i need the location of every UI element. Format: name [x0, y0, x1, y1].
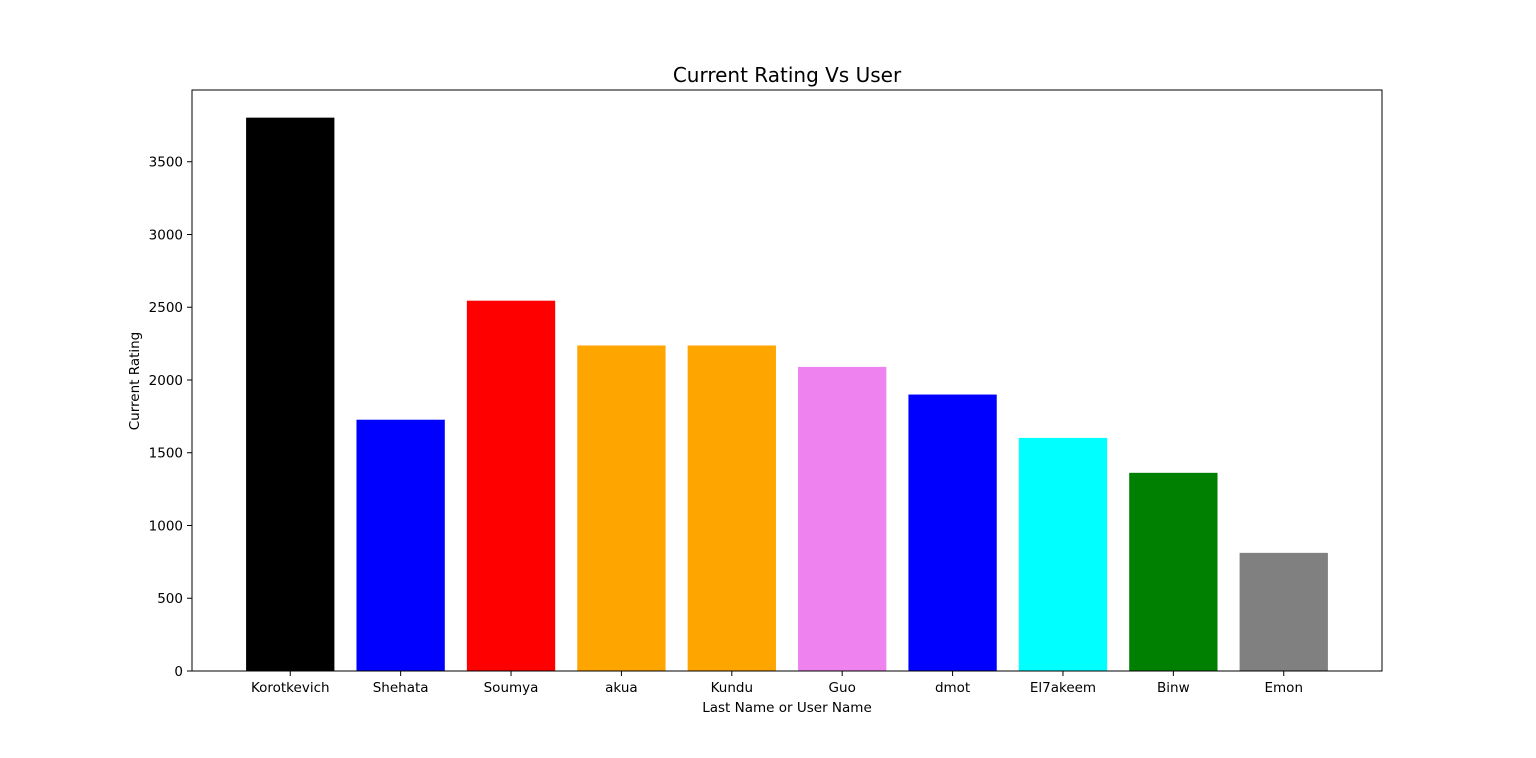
y-axis-label: Current Rating [127, 332, 143, 431]
y-tick-label: 500 [157, 591, 183, 607]
x-tick-label: Shehata [373, 680, 429, 696]
chart-title: Current Rating Vs User [673, 63, 902, 87]
bar-kundu [687, 345, 776, 671]
bar-el7akeem [1018, 437, 1108, 671]
x-tick-label: Guo [829, 680, 856, 696]
bar-emon [1239, 552, 1328, 671]
bar-binw [1129, 472, 1218, 671]
y-tick-label: 3500 [149, 155, 183, 171]
x-tick-label: Korotkevich [251, 680, 330, 696]
y-tick-label: 1500 [149, 446, 183, 462]
bar-shehata [356, 419, 445, 671]
x-tick-label: Binw [1157, 680, 1190, 696]
bar-korotkevich [246, 117, 335, 672]
bars-group [246, 117, 1328, 672]
bar-guo [798, 366, 887, 671]
y-tick-label: 2500 [149, 300, 183, 316]
bar-dmot [908, 394, 997, 671]
bar-soumya [466, 300, 556, 671]
y-tick-label: 3000 [149, 227, 183, 243]
x-tick-label: Emon [1265, 680, 1304, 696]
y-tick-label: 0 [174, 664, 183, 680]
plot-area: 0 500 1000 1500 2000 2500 3000 3500 Korotkevich… [149, 89, 1383, 696]
x-axis-label: Last Name or User Name [702, 700, 872, 716]
x-tick-label: El7akeem [1030, 680, 1096, 696]
x-tick-label: dmot [935, 680, 970, 696]
x-axis-ticks: Korotkevich Shehata Soumya akua Kundu Guo dmot… [251, 671, 1303, 696]
x-tick-label: Soumya [484, 680, 539, 696]
axes-frame [191, 89, 1383, 672]
y-axis-ticks: 0 500 1000 1500 2000 2500 3000 3500 [149, 155, 192, 680]
bar-akua [577, 345, 666, 671]
y-tick-label: 1000 [149, 518, 183, 534]
x-tick-label: akua [605, 680, 638, 696]
y-tick-label: 2000 [149, 373, 183, 389]
x-tick-label: Kundu [711, 680, 753, 696]
